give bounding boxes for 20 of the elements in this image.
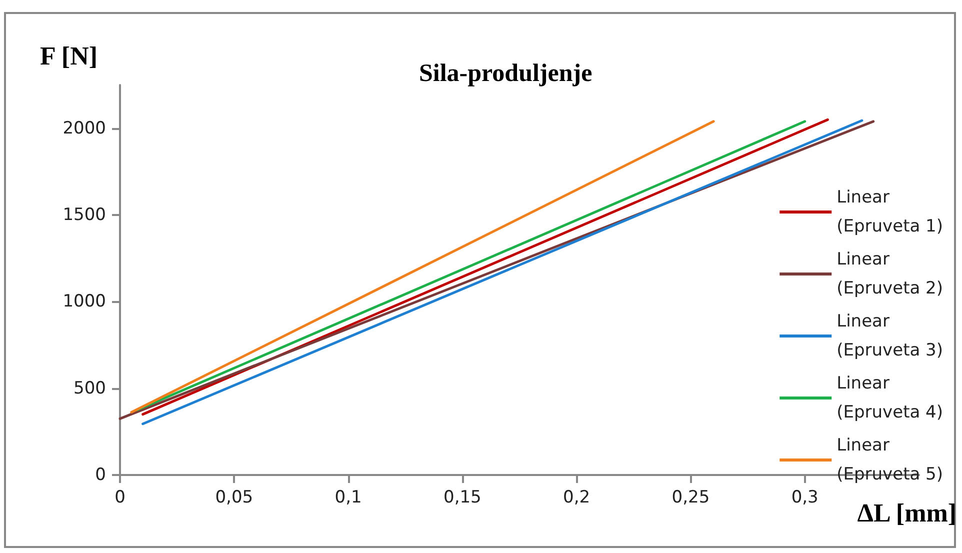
legend-label: Linear (Epruveta 1)	[836, 188, 944, 236]
x-tick-label: 0,2	[563, 488, 590, 508]
legend-label: Linear (Epruveta 4)	[836, 374, 944, 422]
chart-title: Sila-produljenje	[419, 60, 592, 87]
legend-label: Linear (Epruveta 3)	[836, 312, 944, 360]
legend-label: Linear (Epruveta 2)	[836, 250, 944, 298]
x-tick-label: 0,05	[215, 488, 254, 508]
legend-label: Linear (Epruveta 5)	[836, 436, 944, 484]
x-tick-label: 0,15	[444, 488, 482, 508]
x-axis-title: ΔL [mm]	[857, 498, 957, 528]
x-tick-label: 0	[114, 488, 126, 508]
x-tick-label: 0,3	[791, 488, 818, 508]
x-tick-label: 0,1	[334, 488, 362, 508]
y-tick-label: 1000	[62, 292, 106, 312]
y-axis-title: F [N]	[40, 42, 98, 70]
y-tick-label: 1500	[62, 205, 106, 225]
y-tick-label: 0	[95, 465, 106, 485]
y-tick-label: 2000	[62, 118, 106, 138]
y-tick-label: 500	[74, 378, 106, 398]
x-tick-label: 0,25	[672, 488, 710, 508]
